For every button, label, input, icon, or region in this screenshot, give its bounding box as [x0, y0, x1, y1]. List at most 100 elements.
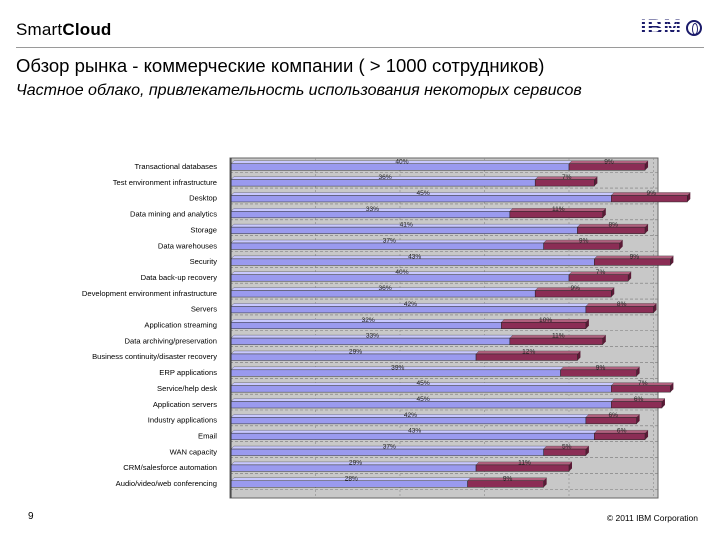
data-label-series1: 33%	[366, 206, 379, 213]
data-label-series1: 45%	[417, 380, 430, 387]
data-label-series2: 6%	[608, 412, 618, 419]
data-label-series2: 5%	[562, 444, 572, 451]
data-label-series1: 42%	[404, 301, 417, 308]
data-label-series2: 8%	[608, 222, 618, 229]
data-label-series2: 11%	[552, 333, 565, 340]
bar-series2-side	[577, 350, 581, 361]
bar-series2-side	[653, 303, 657, 313]
bar-series2-side	[585, 446, 589, 456]
data-label-series2: 10%	[539, 317, 552, 324]
data-label-series2: 9%	[647, 190, 657, 197]
slide-title: Обзор рынка - коммерческие компании ( > …	[16, 55, 545, 76]
bar-series2-side	[661, 398, 665, 408]
category-label: Business continuity/disaster recovery	[92, 352, 217, 361]
bar-series2-side	[628, 271, 632, 282]
bar-series2	[509, 337, 604, 345]
bar-series2-side	[602, 208, 606, 218]
bar-series2	[534, 179, 595, 187]
category-label: Industry applications	[148, 416, 217, 425]
page-number: 9	[28, 511, 34, 522]
category-label: Application servers	[153, 400, 217, 409]
data-label-series1: 45%	[417, 190, 430, 197]
data-label-series1: 43%	[408, 428, 421, 435]
data-label-series1: 29%	[349, 348, 362, 355]
category-label: Data mining and analytics	[130, 210, 217, 219]
ibm-logo: IBM	[640, 16, 702, 40]
data-label-series2: 7%	[596, 269, 606, 276]
bar-series2	[585, 306, 654, 314]
data-label-series2: 8%	[617, 301, 627, 308]
bar-series2-side	[594, 176, 598, 187]
data-label-series2: 7%	[562, 174, 572, 181]
data-label-series2: 9%	[570, 285, 580, 292]
data-label-series1: 42%	[404, 412, 417, 419]
slide-subtitle: Частное облако, привлекательность исполь…	[16, 82, 582, 99]
data-label-series1: 33%	[366, 333, 379, 340]
bar-series2	[509, 211, 604, 219]
bar-series2	[534, 290, 612, 298]
bar-series2	[585, 417, 637, 425]
brand-part1: Smart	[16, 20, 63, 39]
category-label: Email	[198, 431, 217, 440]
bar-series2-side	[602, 335, 606, 345]
data-label-series1: 41%	[400, 222, 413, 229]
bar-series2-side	[645, 160, 649, 171]
category-label: Security	[190, 257, 218, 266]
data-label-series1: 43%	[408, 253, 421, 260]
category-label: Service/help desk	[157, 384, 217, 393]
data-label-series1: 45%	[417, 396, 430, 403]
bar-series2	[611, 195, 688, 203]
bar-series2	[475, 353, 578, 361]
bar-series2-side	[687, 192, 691, 202]
bar-series2	[611, 385, 671, 393]
data-label-series1: 36%	[378, 174, 391, 181]
data-label-series2: 9%	[579, 238, 589, 245]
data-label-series1: 37%	[383, 444, 396, 451]
brand-part2: Cloud	[62, 20, 112, 39]
bar-series2	[475, 464, 570, 472]
bar-series2-side	[569, 461, 572, 472]
bar-series2-side	[645, 430, 649, 440]
data-label-series1: 29%	[349, 459, 362, 466]
data-label-series2: 7%	[638, 380, 648, 387]
header-divider	[16, 47, 704, 48]
bar-series2	[543, 242, 620, 250]
data-label-series1: 32%	[362, 317, 375, 324]
brand-logo: SmartCloud	[16, 20, 112, 40]
bar-series2	[560, 369, 637, 377]
bar-series2	[594, 432, 646, 440]
data-label-series1: 40%	[395, 158, 408, 165]
category-label: Data warehouses	[158, 241, 217, 250]
bar-series2-side	[585, 319, 589, 329]
data-label-series2: 6%	[634, 396, 644, 403]
bar-series2-side	[543, 477, 547, 488]
bar-series2-side	[645, 224, 649, 234]
category-label: Development environment infrastructure	[82, 289, 217, 298]
data-label-series2: 9%	[630, 253, 640, 260]
bar-series2-side	[611, 287, 615, 298]
data-label-series2: 11%	[518, 459, 531, 466]
bar-chart: Transactional databases 40% 9% Test environ…	[82, 157, 691, 499]
bar-series2-side	[670, 382, 674, 393]
data-label-series1: 36%	[378, 285, 391, 292]
bar-series2-side	[619, 240, 623, 250]
category-label: Storage	[190, 225, 217, 234]
bar-series2	[568, 274, 629, 282]
bar-series2	[611, 401, 663, 409]
data-label-series2: 9%	[596, 364, 606, 371]
bar-series2	[594, 258, 671, 266]
data-label-series2: 12%	[522, 348, 535, 355]
bar-series2	[577, 226, 646, 234]
bar-series2	[543, 448, 587, 456]
category-label: CRM/salesforce automation	[123, 463, 217, 472]
ibm-logo-text: IBM	[640, 16, 682, 39]
data-label-series2: 6%	[617, 428, 627, 435]
globe-icon	[686, 20, 702, 36]
bar-series2	[501, 322, 587, 329]
category-label: Test environment infrastructure	[113, 178, 217, 187]
bar-series2-side	[636, 414, 640, 424]
bar-series2-side	[670, 255, 674, 266]
category-label: Data archiving/preservation	[125, 336, 217, 345]
category-label: Transactional databases	[135, 162, 218, 171]
category-label: Desktop	[189, 194, 217, 203]
